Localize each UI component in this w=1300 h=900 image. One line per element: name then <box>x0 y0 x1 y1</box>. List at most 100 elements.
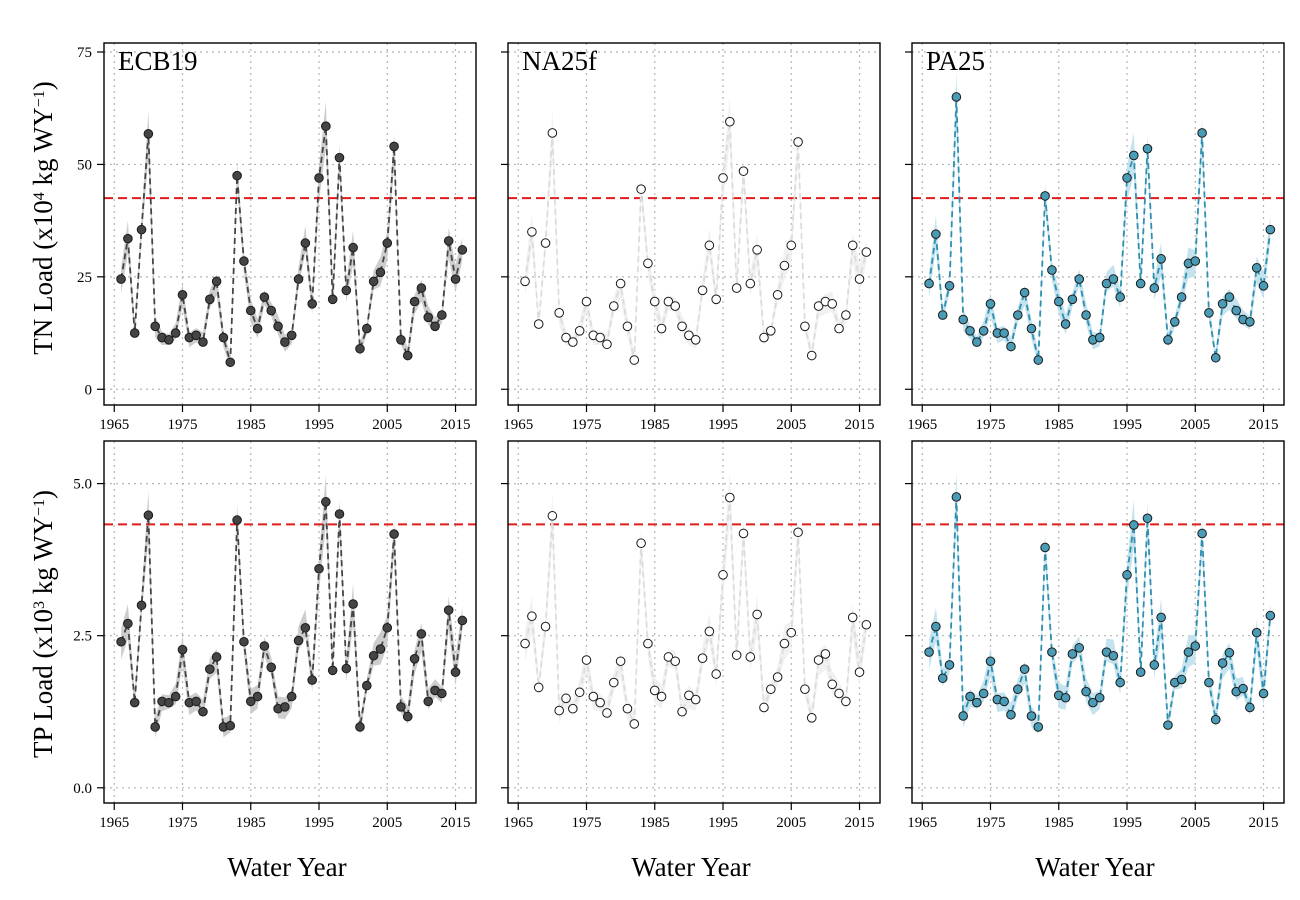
data-point <box>574 687 585 698</box>
data-point <box>239 636 249 647</box>
data-point <box>150 321 160 332</box>
data-point <box>1033 722 1044 732</box>
data-point <box>225 720 236 731</box>
data-point <box>806 350 817 361</box>
x-tick-label: 2015 <box>1249 417 1279 433</box>
data-point <box>924 278 934 289</box>
data-point <box>944 660 955 670</box>
data-point <box>636 184 646 194</box>
x-tick-label: 1985 <box>236 815 266 831</box>
data-point <box>1217 299 1228 309</box>
data-point <box>568 703 578 714</box>
data-point <box>533 682 544 693</box>
data-point <box>423 312 434 323</box>
data-point <box>677 706 687 717</box>
data-point <box>615 656 626 667</box>
data-point <box>704 240 715 251</box>
x-tick-label: 2015 <box>845 815 875 831</box>
data-point <box>129 328 140 338</box>
data-point <box>1204 308 1214 318</box>
data-point <box>602 708 612 718</box>
data-point <box>286 691 297 702</box>
data-point <box>854 667 865 677</box>
data-point <box>649 296 660 307</box>
data-point <box>1258 281 1269 291</box>
uncertainty-band <box>525 470 867 731</box>
data-point <box>1019 287 1030 298</box>
data-point <box>629 719 640 729</box>
data-point <box>1258 688 1269 699</box>
x-axis: 1965 1975 1985 1995 2005 2015 <box>503 405 875 433</box>
data-point <box>547 511 558 521</box>
x-tick-label: 2015 <box>441 417 471 433</box>
data-point <box>561 332 571 343</box>
x-tick-label: 2005 <box>1180 815 1210 831</box>
data-point <box>116 636 126 647</box>
data-point <box>1060 319 1071 329</box>
panel-pa25-row1: 1965 1975 1985 1995 2005 2015 PA25 <box>905 42 1285 433</box>
y-tick-label: 75 <box>77 45 92 61</box>
data-point <box>457 245 468 255</box>
data-points <box>116 121 468 368</box>
data-point <box>437 688 447 699</box>
data-point <box>314 173 324 183</box>
data-point <box>1265 224 1276 235</box>
data-point <box>520 638 530 649</box>
data-point <box>232 170 242 181</box>
data-point <box>1122 173 1132 183</box>
data-point <box>232 515 242 525</box>
panel-ecb19-row2: 1965 1975 1985 1995 2005 2015 0.0 2.5 5.0 <box>73 440 477 831</box>
x-tick-label: 2005 <box>372 815 402 831</box>
data-point <box>1163 334 1173 345</box>
x-tick-label: 1985 <box>640 815 670 831</box>
data-point <box>643 638 653 649</box>
data-point <box>670 301 681 311</box>
data-point <box>834 323 844 334</box>
data-point <box>793 137 803 147</box>
data-point <box>307 299 317 309</box>
data-point <box>520 276 530 287</box>
data-point <box>978 688 989 699</box>
data-point <box>1006 709 1016 720</box>
x-tick-label: 1995 <box>1112 417 1142 433</box>
data-point <box>1245 317 1255 327</box>
data-point <box>334 509 345 519</box>
data-point <box>123 618 133 629</box>
data-point <box>355 343 365 354</box>
panel-na25f-row2: 1965 1975 1985 1995 2005 2015 <box>501 440 881 831</box>
data-points <box>520 116 872 365</box>
data-point <box>813 655 824 665</box>
x-tick-label: 2005 <box>776 417 806 433</box>
data-point <box>1122 570 1132 580</box>
data-point <box>341 663 352 674</box>
data-point <box>136 224 147 235</box>
series-line <box>928 96 1272 361</box>
row2-ylabel: TP Load (x103 kg WY−1) <box>28 490 58 758</box>
data-point <box>409 296 420 307</box>
data-point <box>239 256 249 266</box>
data-point <box>731 650 742 660</box>
data-point <box>177 290 188 300</box>
x-tick-label: 2005 <box>1180 417 1210 433</box>
data-point <box>561 693 571 704</box>
data-point <box>656 691 667 702</box>
data-point <box>1047 265 1057 275</box>
data-point <box>622 321 633 332</box>
data-point <box>136 600 147 611</box>
panel-frame <box>911 440 1285 804</box>
data-point <box>368 650 379 661</box>
data-point <box>1197 528 1207 539</box>
data-points <box>520 492 872 729</box>
data-point <box>348 242 358 253</box>
data-point <box>931 621 941 632</box>
data-point <box>143 510 154 521</box>
data-point <box>409 654 420 664</box>
plot-area <box>912 441 1284 803</box>
data-point <box>1204 677 1214 688</box>
y-tick-label: 0.0 <box>73 781 92 797</box>
x-tick-label: 1975 <box>167 417 197 433</box>
data-point <box>985 299 996 309</box>
data-point <box>615 278 626 289</box>
x-tick-label: 2015 <box>845 417 875 433</box>
data-point <box>314 563 324 574</box>
